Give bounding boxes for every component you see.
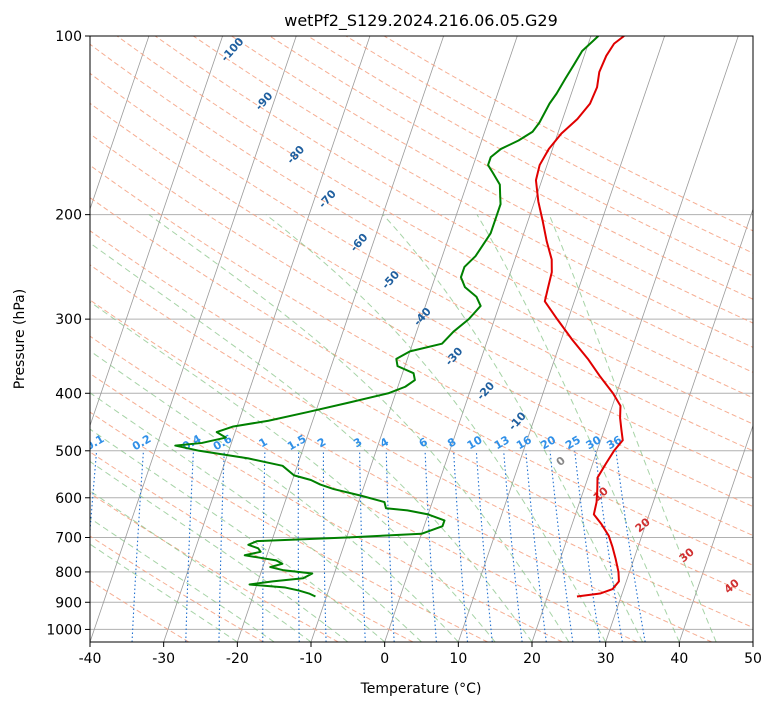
- x-tick-label: 20: [523, 651, 541, 667]
- moist-adiabat-line: [90, 350, 459, 642]
- isotherm-line: [678, 424, 753, 642]
- plot-frame: [89, 35, 754, 643]
- x-tick-label: -20: [226, 651, 249, 667]
- dry-adiabat-line: [90, 102, 753, 479]
- x-axis-label: Temperature (°C): [360, 681, 482, 697]
- moist-adiabat-line: [90, 392, 422, 642]
- dry-adiabat-line: [90, 72, 753, 452]
- mixing-ratio-line: [475, 450, 493, 642]
- x-tick-label: 40: [670, 651, 688, 667]
- x-tick-label: -40: [79, 651, 102, 667]
- dry-adiabat-line: [231, 36, 753, 324]
- y-tick-label: 100: [55, 29, 82, 45]
- x-tick-label: 10: [449, 651, 467, 667]
- mixing-ratio-line: [549, 450, 574, 642]
- mixing-ratio-line: [453, 450, 469, 642]
- axes: -40 -30 -20 -10 0 10 20 30 40 50 100 200 300 400 500 60…: [46, 29, 762, 667]
- y-tick-label: 300: [55, 312, 82, 328]
- dry-adiabat-line: [269, 36, 753, 300]
- isotherm-line: [90, 36, 150, 211]
- y-tick-label: 900: [55, 595, 82, 611]
- isotherm-line: [457, 36, 665, 642]
- x-tick-label: -30: [152, 651, 175, 667]
- isotherm-line: [531, 36, 739, 642]
- y-tick-label: 400: [55, 386, 82, 402]
- x-tick-label: 50: [744, 651, 762, 667]
- dry-adiabat-line: [90, 451, 414, 642]
- dry-adiabat-line: [90, 411, 488, 642]
- moist-adiabat-line: [148, 214, 570, 642]
- y-tick-label: 1000: [46, 622, 82, 638]
- moist-adiabat-line: [476, 214, 680, 642]
- y-tick-label: 600: [55, 491, 82, 507]
- moist-adiabat-line: [90, 242, 533, 642]
- moist-adiabat-line: [265, 214, 607, 642]
- dry-adiabat-line: [90, 264, 753, 629]
- temperature-profile-line: [534, 36, 625, 598]
- mixing-ratio-line: [503, 450, 523, 642]
- dry-adiabat-line: [90, 579, 190, 642]
- mixing-ratio-line: [574, 450, 601, 642]
- moist-adiabat-line: [90, 490, 312, 642]
- dry-adiabat-line: [90, 230, 753, 597]
- isotherm-line: [163, 36, 371, 642]
- dry-adiabat-line: [116, 36, 753, 399]
- y-tick-label: 800: [55, 565, 82, 581]
- y-tick-label: 500: [55, 444, 82, 460]
- mixing-ratio-line: [131, 450, 145, 642]
- dry-adiabat-line: [90, 535, 264, 642]
- moist-adiabat-line: [90, 301, 496, 642]
- mixing-ratio-line: [594, 450, 623, 642]
- isotherm-line: [90, 36, 223, 427]
- mixing-ratio-line: [424, 450, 437, 642]
- y-tick-label: 700: [55, 531, 82, 547]
- x-tick-label: 30: [597, 651, 615, 667]
- isotherm-line: [605, 207, 753, 642]
- dry-adiabat-line: [90, 299, 712, 642]
- x-tick-label: -10: [300, 651, 323, 667]
- y-axis-label: Pressure (hPa): [12, 289, 28, 389]
- dry-adiabat-line: [90, 372, 563, 642]
- isotherm-line: [384, 36, 592, 642]
- mixing-ratio-line: [525, 450, 547, 642]
- chart-title: wetPf2_S129.2024.216.06.05.G29: [284, 11, 558, 31]
- moist-adiabat-line: [90, 428, 385, 642]
- dewpoint-profile-line: [174, 36, 599, 598]
- moist-adiabat-line: [548, 214, 717, 642]
- dry-adiabat-line: [90, 164, 753, 537]
- moist-adiabat-line: [382, 214, 643, 642]
- y-tick-label: 200: [55, 208, 82, 224]
- x-tick-label: 0: [380, 651, 389, 667]
- dry-adiabat-line: [90, 335, 638, 642]
- dry-adiabat-line: [90, 196, 753, 566]
- mixing-ratio-line: [90, 450, 98, 538]
